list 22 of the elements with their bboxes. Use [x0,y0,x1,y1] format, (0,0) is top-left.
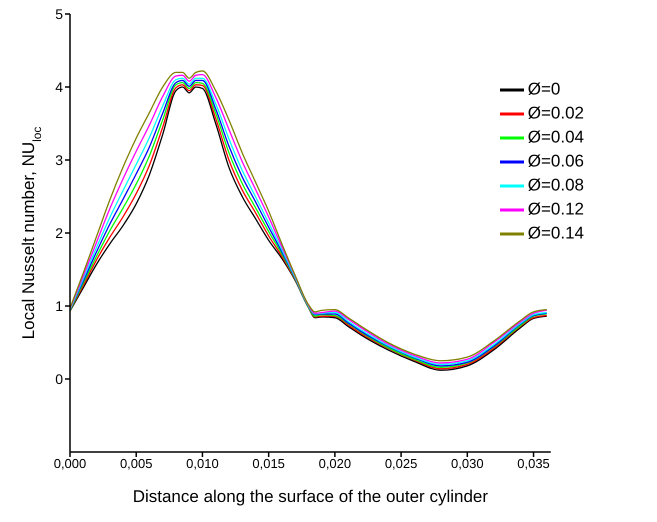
y-tick-label: 0 [55,370,64,387]
legend-label: Ø=0.06 [528,151,584,170]
legend-label: Ø=0 [528,79,560,98]
y-tick-label: 2 [55,224,64,241]
x-axis-title: Distance along the surface of the outer cylinder [132,487,488,506]
legend-label: Ø=0.14 [528,223,584,242]
x-tick-label: 0,010 [186,456,219,472]
y-tick-label: 3 [55,152,64,168]
x-tick-label: 0,030 [451,456,484,472]
legend-label: Ø=0.12 [528,199,584,218]
x-tick-label: 0,000 [54,456,86,472]
x-tick-label: 0,020 [318,456,352,472]
legend-label: Ø=0.04 [528,127,584,146]
x-tick-label: 0,035 [517,456,550,472]
y-tick-label: 4 [55,78,64,95]
legend-label: Ø=0.08 [528,175,584,194]
x-tick-label: 0,015 [252,456,285,472]
legend-label: Ø=0.02 [528,103,584,122]
y-tick-label: 5 [55,6,64,22]
y-tick-label: 1 [55,298,64,314]
x-tick-label: 0,025 [384,456,418,472]
x-tick-label: 0,005 [120,456,152,472]
